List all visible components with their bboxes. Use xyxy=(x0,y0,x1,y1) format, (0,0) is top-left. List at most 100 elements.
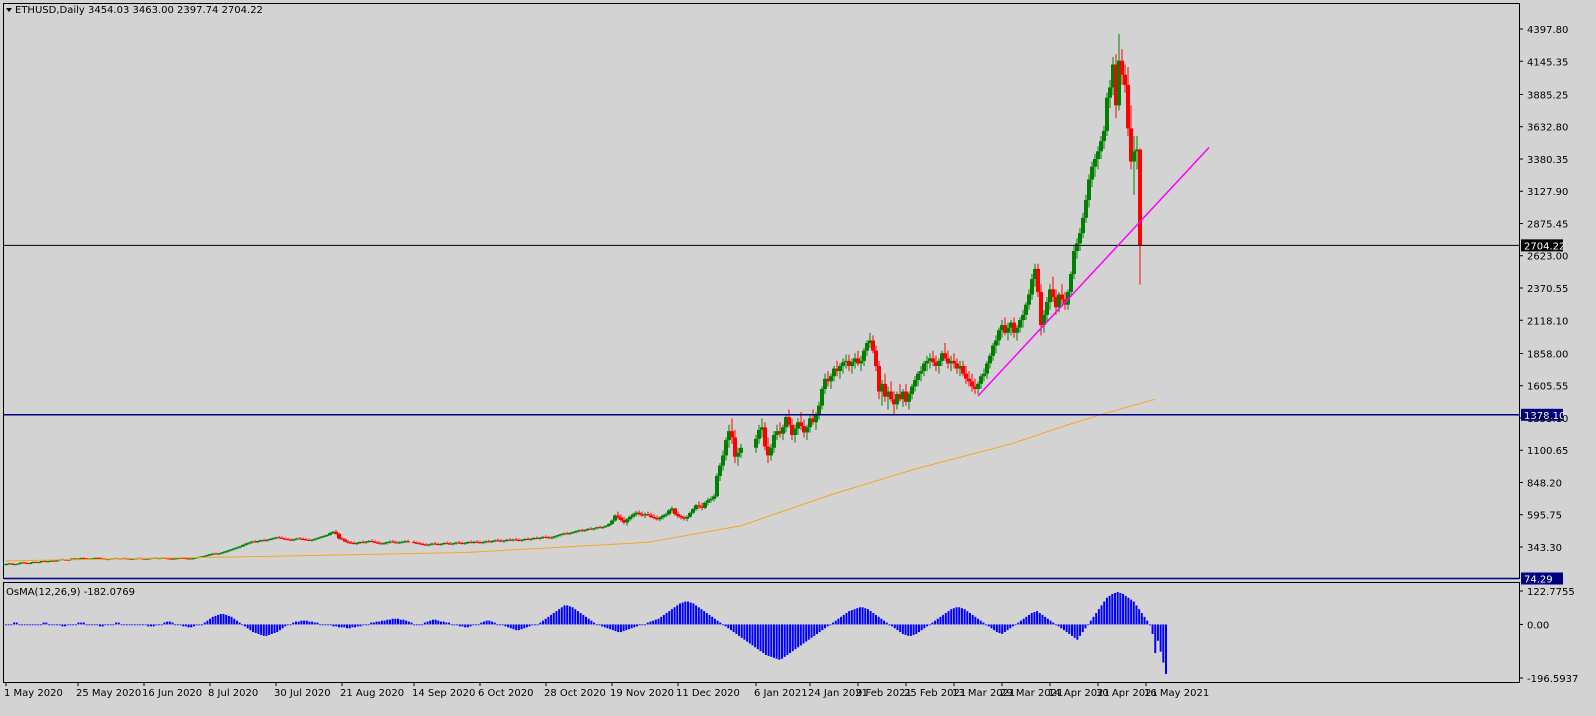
x-tick-label: 19 Nov 2020 xyxy=(610,688,674,699)
candle xyxy=(697,501,701,510)
candle xyxy=(853,353,857,369)
candle-body xyxy=(451,543,455,545)
candle xyxy=(712,493,716,502)
candle xyxy=(1129,105,1133,170)
candle-body xyxy=(511,539,515,541)
candle-body xyxy=(481,542,485,544)
candle-body xyxy=(28,563,32,565)
candle-body xyxy=(868,340,872,344)
candle xyxy=(538,536,542,540)
candle-body xyxy=(649,515,653,518)
candle-body xyxy=(292,539,296,541)
candle xyxy=(913,376,917,392)
candle-body xyxy=(844,360,848,363)
candle xyxy=(472,541,476,544)
candle xyxy=(568,532,572,536)
candle xyxy=(388,540,392,544)
candle xyxy=(298,536,302,540)
candle-body xyxy=(529,538,533,540)
candle xyxy=(565,531,569,535)
candle-body xyxy=(97,557,101,559)
candle-body xyxy=(175,558,179,560)
candle xyxy=(559,533,563,537)
candle xyxy=(988,353,992,369)
candle-body xyxy=(508,539,512,541)
candle xyxy=(373,540,377,544)
candle-body xyxy=(1090,166,1094,180)
candle xyxy=(592,527,596,531)
candle xyxy=(733,429,737,464)
candle xyxy=(1027,289,1031,310)
candle-body xyxy=(823,378,827,390)
candle-body xyxy=(202,556,206,558)
candle xyxy=(838,363,842,379)
y-tick-label: 343.30 xyxy=(1527,543,1562,554)
candle-body xyxy=(349,542,353,544)
candle-body xyxy=(145,558,149,560)
candle xyxy=(484,540,488,544)
candle xyxy=(550,536,554,540)
candle-body xyxy=(724,440,728,456)
candle xyxy=(721,450,725,471)
candle xyxy=(403,540,407,544)
candle xyxy=(757,424,761,444)
candle-body xyxy=(685,516,689,519)
candle xyxy=(526,537,530,541)
candle xyxy=(952,353,956,369)
candle-body xyxy=(901,391,905,400)
candle xyxy=(985,360,989,379)
candle-body xyxy=(586,528,590,530)
candle-body xyxy=(985,363,989,374)
candle-body xyxy=(361,542,365,544)
candle-body xyxy=(415,542,419,544)
hline-1378.10[interactable]: 1378.10 xyxy=(4,408,1565,422)
candle-body xyxy=(1114,64,1118,106)
candle xyxy=(385,541,389,545)
osma-axis: 122.7755 0.00 -196.5937 xyxy=(1519,587,1578,685)
trendline-segment[interactable] xyxy=(977,147,1210,397)
candle-body xyxy=(304,539,308,541)
candle xyxy=(643,512,647,519)
collapse-triangle-icon[interactable] xyxy=(6,8,12,12)
candle-body xyxy=(802,426,806,433)
candle xyxy=(535,536,539,540)
candle-body xyxy=(658,517,662,520)
candle xyxy=(907,391,911,410)
candle-body xyxy=(1024,304,1028,315)
candle xyxy=(874,345,878,372)
trendline[interactable] xyxy=(977,147,1210,397)
candle xyxy=(235,546,239,550)
candle xyxy=(1000,320,1004,338)
candle-body xyxy=(562,533,566,535)
candle xyxy=(1135,136,1139,170)
price-label: 1378.10 xyxy=(1524,411,1565,422)
candle-body xyxy=(421,544,425,546)
osma-histogram xyxy=(5,592,1167,675)
hline-74.29[interactable]: 74.29 xyxy=(4,572,1563,586)
candle xyxy=(418,541,422,545)
candle-body xyxy=(814,414,818,423)
candle-body xyxy=(262,540,266,542)
x-tick-label: 1 May 2020 xyxy=(4,688,63,699)
candle-body xyxy=(967,378,971,382)
candle xyxy=(1036,263,1040,298)
candle-body xyxy=(619,517,623,520)
x-tick-label: 30 Jul 2020 xyxy=(274,688,331,699)
candle-body xyxy=(559,534,563,536)
candle-body xyxy=(973,386,977,390)
candle-body xyxy=(520,539,524,541)
candle-body xyxy=(172,558,176,560)
candle-body xyxy=(319,536,323,538)
candle-body xyxy=(25,562,29,564)
candle-body xyxy=(877,366,881,392)
candle-body xyxy=(958,366,962,369)
osma-y-tick-label: 0.00 xyxy=(1527,620,1549,631)
hline-2704.22[interactable]: 2704.22 xyxy=(4,239,1565,252)
candle xyxy=(769,443,773,461)
candle-body xyxy=(313,538,317,540)
candle xyxy=(523,538,527,542)
candle xyxy=(664,512,668,518)
candle xyxy=(1012,317,1016,338)
candle-body xyxy=(334,531,338,534)
